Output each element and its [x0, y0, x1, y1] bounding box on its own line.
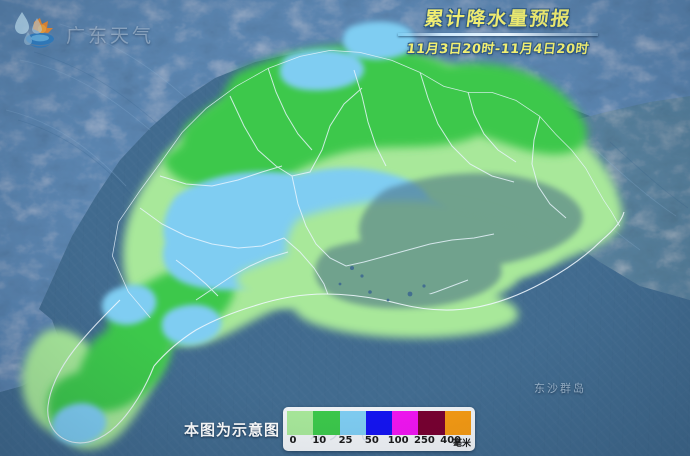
map-label-dongsha-islands: 东沙群岛 — [534, 382, 586, 395]
legend-swatch-400+ — [444, 411, 471, 435]
legend-swatch-50-100 — [365, 411, 393, 435]
title-divider — [398, 33, 598, 36]
schematic-note: 本图为示意图 — [184, 421, 281, 439]
raindrop-icon — [8, 4, 54, 50]
legend-swatch-10-25 — [313, 411, 340, 435]
legend-tick-250: 250 — [413, 435, 435, 446]
legend-tick-50: 50 — [364, 435, 379, 446]
legend-tick-25: 25 — [338, 435, 353, 446]
legend-swatch-25-50 — [339, 411, 366, 435]
legend-swatch-0-10 — [287, 411, 314, 435]
legend-swatch-100-250 — [392, 411, 419, 435]
legend-tick-10: 10 — [312, 435, 327, 446]
legend-swatches — [287, 411, 471, 435]
legend-unit: 毫米 — [452, 439, 471, 449]
forecast-period: 11月3日20时-11月4日20时 — [405, 42, 590, 57]
legend-tick-100: 100 — [387, 435, 409, 446]
brand-logo-text: 广东天气 — [66, 25, 155, 47]
title-block: 累计降水量预报 11月3日20时-11月4日20时 — [378, 8, 618, 58]
legend-ticks: 0 10 25 50 100 250 400 — [283, 435, 475, 450]
legend-tick-400: 400 — [440, 435, 462, 446]
legend-tick-0: 0 — [289, 435, 297, 446]
page-title: 累计降水量预报 — [423, 8, 573, 30]
legend-swatch-250-400 — [418, 411, 445, 435]
